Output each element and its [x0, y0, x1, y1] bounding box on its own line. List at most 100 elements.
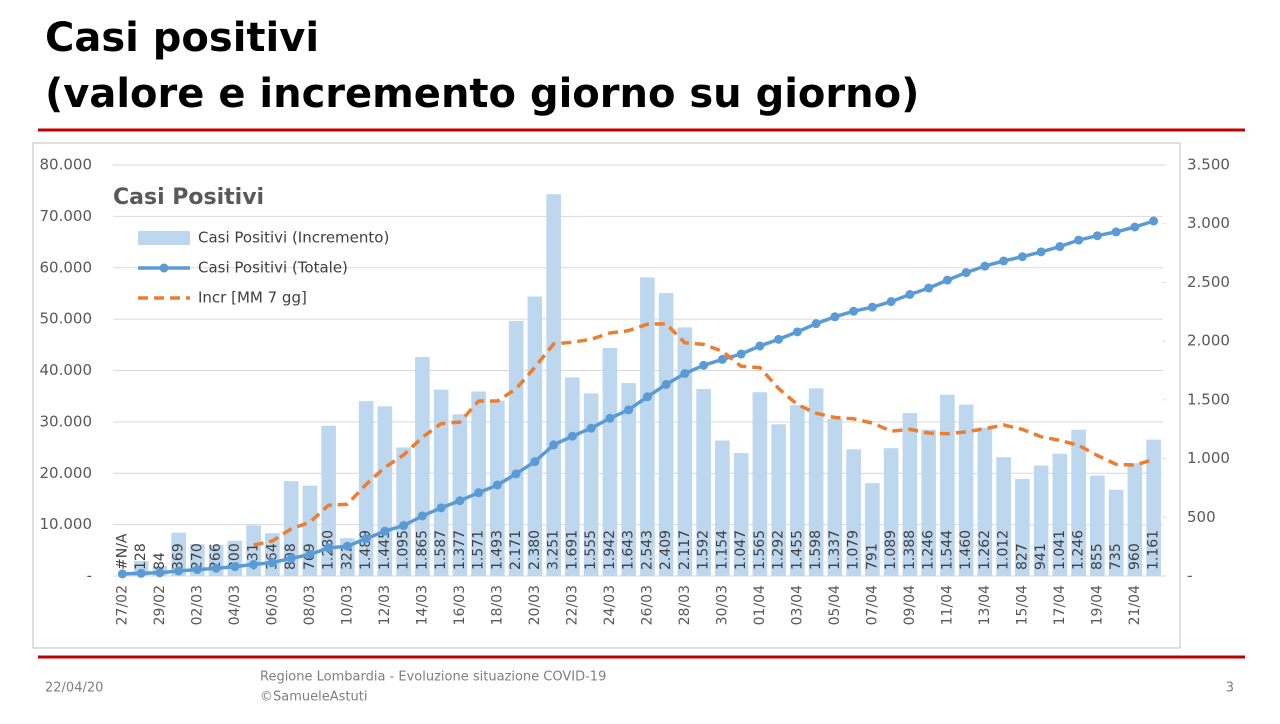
x-tick-label: 01/04 — [752, 585, 768, 625]
line-marker — [511, 469, 521, 479]
data-label: 266 — [208, 543, 224, 570]
line-marker — [1111, 227, 1121, 237]
bar — [846, 449, 861, 576]
line-marker — [717, 354, 727, 364]
bar — [565, 377, 580, 576]
x-tick-label: 06/03 — [264, 585, 280, 625]
x-tick-label: 08/03 — [302, 585, 318, 625]
x-tick-label: 12/03 — [377, 585, 393, 625]
data-label: #N/A — [114, 533, 130, 570]
line-marker — [455, 496, 465, 506]
line-marker — [192, 565, 202, 575]
data-label: 1.544 — [939, 530, 955, 570]
data-label: 1.012 — [996, 530, 1012, 570]
x-tick-label: 27/02 — [114, 585, 130, 625]
bar — [1033, 465, 1049, 576]
data-label: 1.089 — [883, 530, 899, 570]
data-label: 322 — [339, 543, 355, 570]
line-marker — [1017, 252, 1027, 262]
bar — [640, 277, 655, 576]
line-marker — [1074, 235, 1084, 245]
line-marker — [1092, 231, 1102, 241]
bar — [827, 418, 843, 576]
line-marker — [417, 511, 427, 521]
data-label: 1.455 — [789, 530, 805, 570]
data-label: 1.587 — [433, 530, 449, 570]
footer-source: Regione Lombardia - Evoluzione situazion… — [260, 670, 606, 685]
line-marker — [774, 334, 784, 344]
y-tick-label: 20.000 — [40, 464, 93, 482]
data-label: 1.161 — [1146, 530, 1162, 570]
data-label: 1.592 — [696, 530, 712, 570]
line-marker — [924, 283, 934, 293]
bar — [1052, 453, 1068, 576]
x-tick-label: 18/03 — [489, 585, 505, 625]
data-label: 1.555 — [583, 530, 599, 570]
footer-source: ©SamueleAstuti — [260, 690, 367, 705]
line-marker — [811, 319, 821, 329]
bar — [621, 383, 636, 576]
data-label: 1.377 — [452, 530, 468, 570]
data-label: 941 — [1033, 543, 1049, 570]
line-marker — [942, 275, 952, 285]
line-marker — [361, 534, 371, 544]
x-tick-label: 19/04 — [1089, 585, 1105, 625]
data-label: 2.380 — [527, 530, 543, 570]
data-label: 369 — [171, 543, 187, 570]
slide-title: Casi positivi — [45, 15, 319, 61]
line-marker — [342, 541, 352, 551]
data-label: 1.095 — [396, 530, 412, 570]
bar — [715, 440, 730, 576]
legend-label: Casi Positivi (Totale) — [198, 259, 348, 277]
x-tick-label: 15/04 — [1014, 585, 1030, 625]
x-tick-label: 16/03 — [452, 585, 468, 625]
bar — [321, 425, 336, 576]
line-marker — [680, 369, 690, 379]
x-tick-label: 20/03 — [527, 585, 543, 625]
line-marker — [380, 526, 390, 536]
bar — [396, 447, 411, 576]
bar — [658, 293, 674, 576]
legend-label: Incr [MM 7 gg] — [198, 289, 307, 307]
data-label: 270 — [189, 543, 205, 570]
line-marker — [324, 543, 334, 553]
data-label: 960 — [1127, 543, 1143, 570]
line-marker — [267, 558, 277, 568]
bar — [752, 392, 768, 576]
line-marker — [905, 289, 915, 299]
data-label: 2.117 — [677, 530, 693, 570]
bar — [527, 296, 543, 576]
footer-date: 22/04/20 — [45, 681, 103, 696]
bar — [977, 427, 993, 576]
bar — [790, 405, 805, 576]
x-tick-label: 09/04 — [902, 585, 918, 625]
data-label: 827 — [1014, 543, 1030, 570]
bar — [265, 533, 280, 576]
data-label: 3.251 — [546, 530, 562, 570]
line-marker — [305, 549, 315, 559]
line-marker — [530, 457, 540, 467]
y2-tick-label: 3.000 — [1187, 214, 1230, 232]
x-tick-label: 13/04 — [977, 585, 993, 625]
line-marker — [286, 553, 296, 563]
x-tick-label: 04/03 — [227, 585, 243, 625]
x-tick-label: 28/03 — [677, 585, 693, 625]
data-label: 84 — [152, 552, 168, 570]
data-label: 1.571 — [471, 530, 487, 570]
bar — [471, 391, 486, 576]
bar — [677, 327, 693, 576]
bar — [883, 448, 899, 576]
data-label: 2.409 — [658, 530, 674, 570]
data-label: 300 — [227, 543, 243, 570]
y-tick-label: 60.000 — [40, 258, 93, 276]
data-label: 1.047 — [733, 530, 749, 570]
x-tick-label: 03/04 — [789, 585, 805, 625]
bar — [358, 401, 374, 576]
data-label: 2.543 — [639, 530, 655, 570]
line-marker — [755, 341, 765, 351]
data-label: 735 — [1108, 543, 1124, 570]
line-marker — [155, 568, 165, 578]
data-label: 1.691 — [564, 530, 580, 570]
line-marker — [567, 431, 577, 441]
x-tick-label: 02/03 — [189, 585, 205, 625]
